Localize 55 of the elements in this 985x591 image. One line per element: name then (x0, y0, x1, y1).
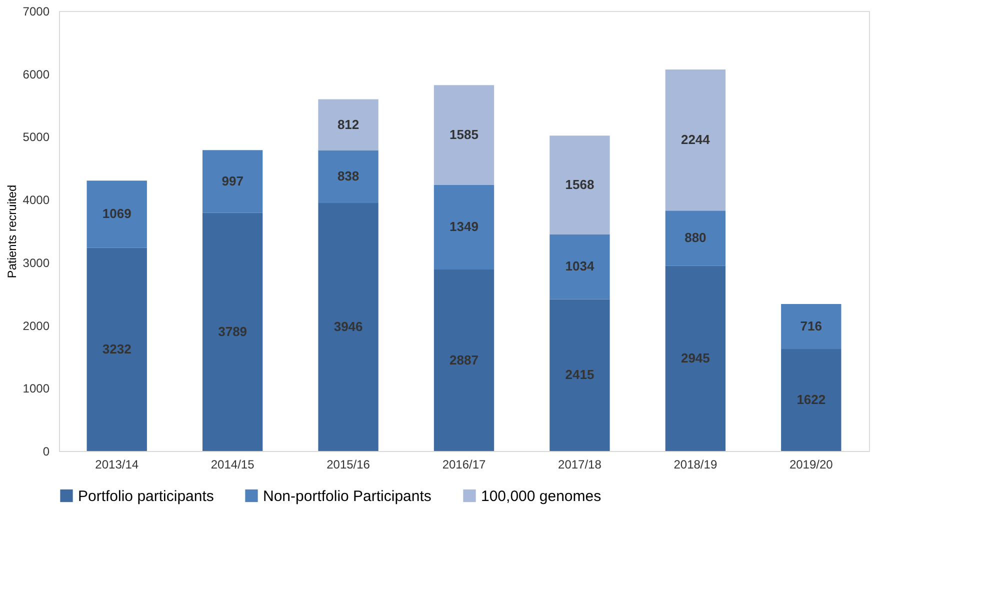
bar (202, 212, 263, 451)
bar (318, 150, 378, 203)
bar (434, 270, 494, 451)
y-tick-label: 7000 (22, 4, 50, 18)
bar (550, 136, 610, 234)
data-label: 2244 (680, 132, 711, 148)
legend-label: Non-portfolio Participants (263, 488, 432, 505)
bar (665, 210, 726, 266)
legend-label: Portfolio participants (78, 488, 214, 505)
data-label: 1622 (796, 392, 826, 408)
data-label: 1069 (102, 206, 132, 222)
y-tick-label: 0 (42, 444, 50, 458)
y-tick-label: 4000 (22, 193, 50, 208)
bar (318, 99, 378, 150)
x-tick-label: 2015/16 (326, 458, 370, 472)
bar (86, 248, 147, 451)
data-label: 997 (222, 174, 244, 188)
data-label: 3946 (334, 318, 363, 334)
bar (665, 70, 726, 211)
bar (781, 349, 842, 451)
data-label: 3789 (218, 324, 248, 339)
x-tick-label: 2013/14 (95, 458, 139, 472)
data-label: 2887 (450, 352, 478, 368)
y-tick-label: 5000 (22, 130, 50, 144)
bar (550, 234, 610, 300)
data-label: 3232 (102, 341, 132, 356)
bar (665, 266, 726, 451)
y-tick-label: 3000 (22, 256, 50, 270)
data-label: 1585 (450, 126, 478, 142)
bar (550, 299, 610, 451)
data-label: 716 (800, 318, 822, 334)
x-tick-label: 2018/19 (674, 458, 718, 472)
x-tick-label: 2014/15 (210, 458, 255, 472)
data-label: 2945 (680, 350, 710, 366)
data-label: 1349 (450, 219, 478, 234)
data-label: 812 (337, 116, 360, 132)
data-label: 2415 (565, 367, 594, 382)
bar (434, 184, 494, 270)
x-tick-label: 2019/20 (789, 458, 834, 472)
y-tick-label: 1000 (22, 382, 50, 396)
data-label: 880 (684, 230, 706, 246)
legend-label: 100,000 genomes (481, 488, 602, 505)
data-label: 838 (337, 168, 360, 184)
bar (202, 150, 263, 213)
x-tick-label: 2016/17 (442, 458, 486, 472)
bar (781, 304, 842, 350)
y-tick-label: 6000 (22, 67, 50, 82)
data-label: 1568 (565, 176, 594, 192)
y-tick-label: 2000 (22, 318, 50, 333)
bar (318, 202, 378, 451)
bar (434, 85, 494, 185)
x-tick-label: 2017/18 (558, 458, 602, 472)
data-label: 1034 (565, 258, 595, 274)
y-axis-title: Patients recruited (4, 184, 19, 278)
bar (86, 180, 147, 248)
